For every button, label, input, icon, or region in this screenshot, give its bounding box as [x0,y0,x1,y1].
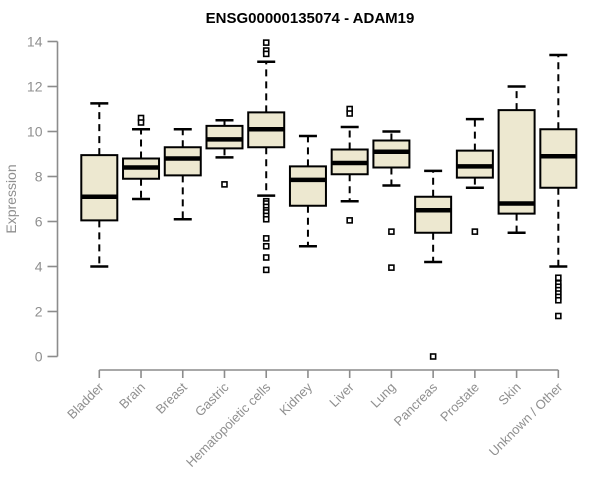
x-tick-label: Kidney [276,379,315,418]
boxplot-brain [122,114,161,201]
outlier-point [262,266,270,274]
outlier-point [262,254,270,261]
outlier-point [262,235,270,242]
outlier-point [471,228,479,235]
y-tick-label: 2 [35,304,43,320]
outlier-point [262,242,270,250]
y-axis-label: Expression [3,164,19,233]
boxplot-pancreas [414,169,453,360]
outlier-point [388,228,395,235]
boxplot-unknown-other [539,53,578,320]
boxplot-gastric [205,119,244,188]
outlier-point [221,181,228,188]
x-tick-label: Liver [326,379,357,410]
iqr-box [414,195,453,234]
outlier-point [555,296,562,304]
boxplot-lung [372,130,411,271]
x-tick-label: Gastric [192,379,232,419]
chart-title: ENSG00000135074 - ADAM19 [206,10,415,27]
x-tick-label: Prostate [437,380,482,425]
outlier-point [262,50,270,58]
x-tick-label: Pancreas [391,379,441,429]
y-tick-label: 4 [35,259,43,275]
outlier-point [388,264,395,271]
boxplot-hematopoietic-cells [247,39,286,274]
x-tick-label: Breast [153,379,190,416]
x-tick-label: Bladder [64,379,107,422]
y-tick-label: 8 [35,169,43,185]
x-tick-label: Lung [367,380,398,411]
outlier-point [346,217,353,224]
iqr-box [288,165,327,207]
y-tick-label: 12 [27,79,43,95]
boxplot-skin [497,85,536,234]
boxplot-liver [330,105,369,224]
boxes-layer [80,39,578,360]
iqr-box [163,146,202,177]
outlier-point [555,312,562,320]
y-tick-label: 10 [27,124,43,140]
outlier-point [262,39,270,46]
outlier-point [262,215,270,223]
x-tick-label: Unknown / Other [486,379,566,459]
outlier-point [429,353,437,360]
boxplot-breast [163,128,202,221]
boxplot-bladder [80,102,119,268]
y-axis: 0 2 4 6 8 10 12 14 [27,34,59,365]
outlier-point [346,110,353,117]
outlier-point [137,119,145,126]
x-tick-label: Brain [116,380,148,412]
boxplot-kidney [288,134,327,248]
boxplot-prostate [455,117,494,235]
iqr-box [497,109,536,215]
iqr-box [80,154,119,222]
outlier-point [555,274,562,282]
y-tick-label: 6 [35,214,43,230]
x-tick-label: Skin [495,380,523,408]
y-tick-label: 14 [27,34,43,50]
y-tick-label: 0 [35,349,43,365]
